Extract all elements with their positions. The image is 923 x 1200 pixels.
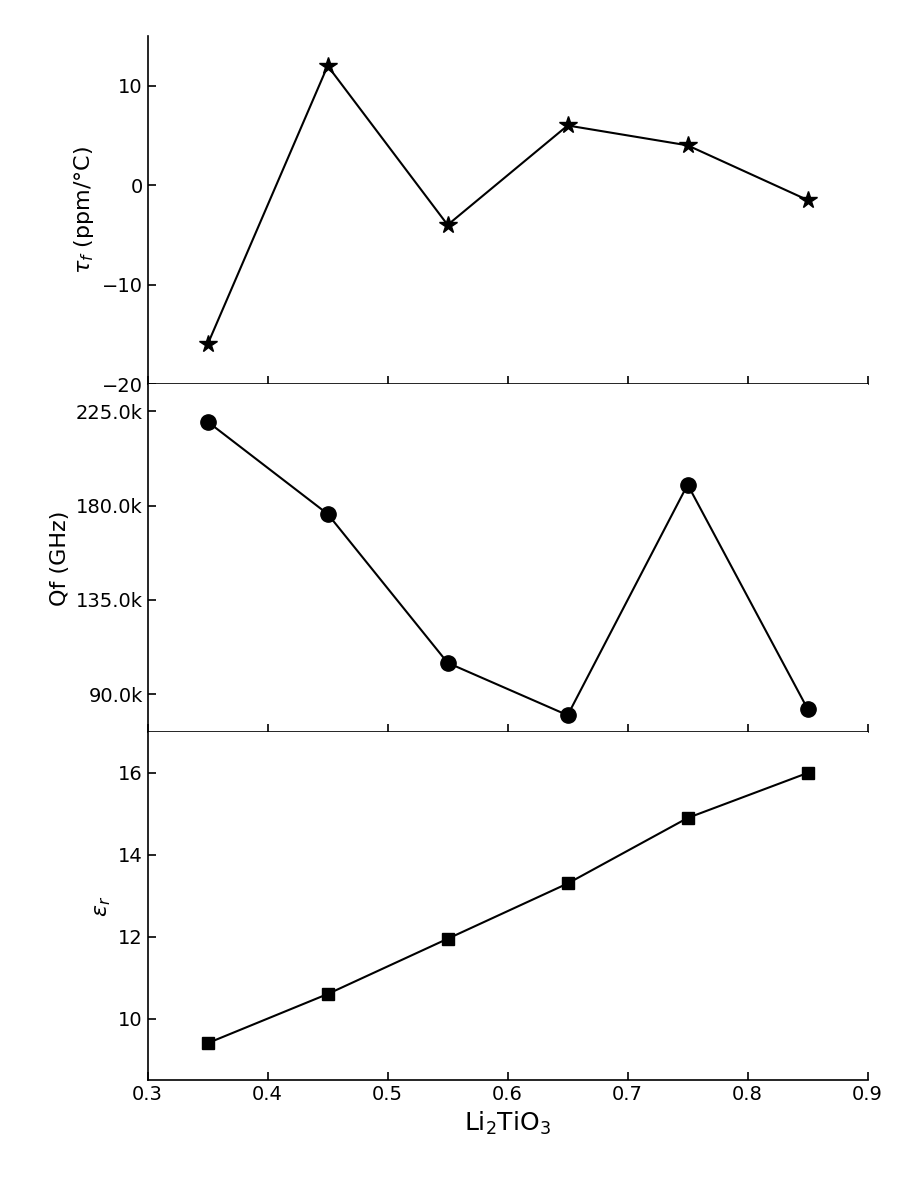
Y-axis label: Qf (GHz): Qf (GHz) [50, 510, 70, 606]
Y-axis label: $\tau_f$ (ppm/°C): $\tau_f$ (ppm/°C) [72, 146, 96, 274]
X-axis label: Li$_2$TiO$_3$: Li$_2$TiO$_3$ [464, 1110, 551, 1136]
Y-axis label: $\varepsilon_r$: $\varepsilon_r$ [92, 895, 113, 917]
